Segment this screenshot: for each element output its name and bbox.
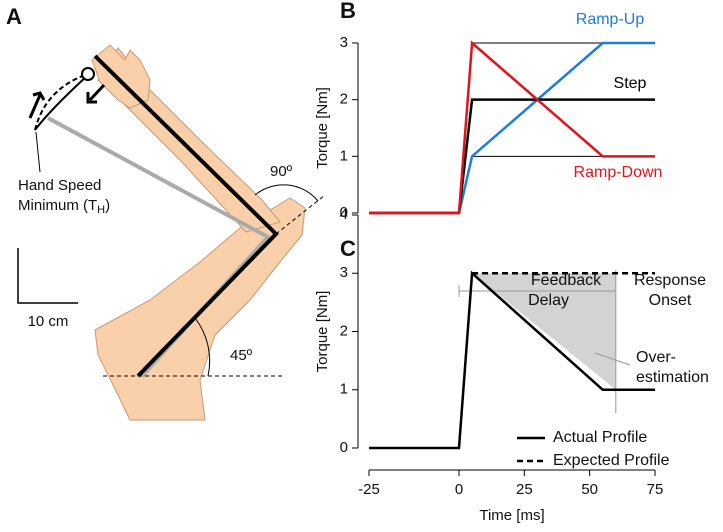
y-tick-label: 1: [340, 381, 348, 398]
legend-label: Ramp-Up: [576, 11, 645, 28]
annotation: Feedback: [531, 272, 602, 289]
overestimation-area: [472, 273, 616, 390]
x-tick-label: 0: [455, 481, 463, 498]
arrow: [86, 83, 106, 104]
y-tick-label: 1: [340, 147, 348, 164]
y-axis-label: Torque [Nm]: [314, 87, 331, 169]
panel-label: A: [6, 4, 22, 29]
leader-line: [35, 131, 41, 173]
scale-label: 10 cm: [28, 313, 69, 330]
panel-label: B: [340, 0, 356, 23]
panel-a: A Hand Speed Minimum (TH) 10 cm 90º 45º: [6, 4, 326, 421]
annotation: Delay: [528, 292, 569, 309]
y-tick-label: 2: [340, 322, 348, 339]
legend-label: Ramp-Down: [574, 164, 663, 181]
scale-bar: [17, 248, 78, 304]
annotation: Over-: [636, 349, 676, 366]
annotation: Hand Speed: [18, 177, 101, 194]
x-tick-label: 50: [581, 481, 598, 498]
hand: [91, 44, 151, 109]
elbow-reference: [275, 194, 326, 235]
annotation: Response: [634, 272, 706, 289]
angle-label: 45º: [230, 347, 253, 364]
x-axis-label: Time [ms]: [479, 507, 544, 524]
elbow-arc: [254, 184, 319, 202]
shoulder-arc: [194, 317, 211, 377]
y-tick-label: 4: [340, 206, 348, 223]
panel-label: C: [340, 236, 356, 261]
hand-path: [34, 74, 89, 131]
y-tick-label: 3: [340, 264, 348, 281]
leader-line: [594, 352, 631, 366]
annotation: Onset: [649, 292, 692, 309]
x-tick-label: 25: [516, 481, 533, 498]
annotation: estimation: [636, 369, 709, 386]
y-tick-label: 0: [340, 204, 348, 221]
arrow: [28, 91, 46, 119]
y-tick-label: 2: [340, 91, 348, 108]
series-line: [369, 40, 655, 215]
legend-label: Actual Profile: [553, 429, 647, 446]
series-line: [369, 41, 655, 215]
legend-label: Step: [614, 75, 647, 92]
y-tick-label: 0: [340, 439, 348, 456]
x-tick-label: -25: [358, 481, 380, 498]
annotation: Minimum (TH): [18, 197, 110, 216]
x-tick-label: 75: [647, 481, 664, 498]
y-tick-label: 3: [340, 34, 348, 51]
y-axis-label: Torque [Nm]: [314, 291, 331, 373]
legend-label: Expected Profile: [553, 452, 670, 469]
angle-label: 90º: [270, 163, 293, 180]
hand-marker: [81, 67, 95, 81]
